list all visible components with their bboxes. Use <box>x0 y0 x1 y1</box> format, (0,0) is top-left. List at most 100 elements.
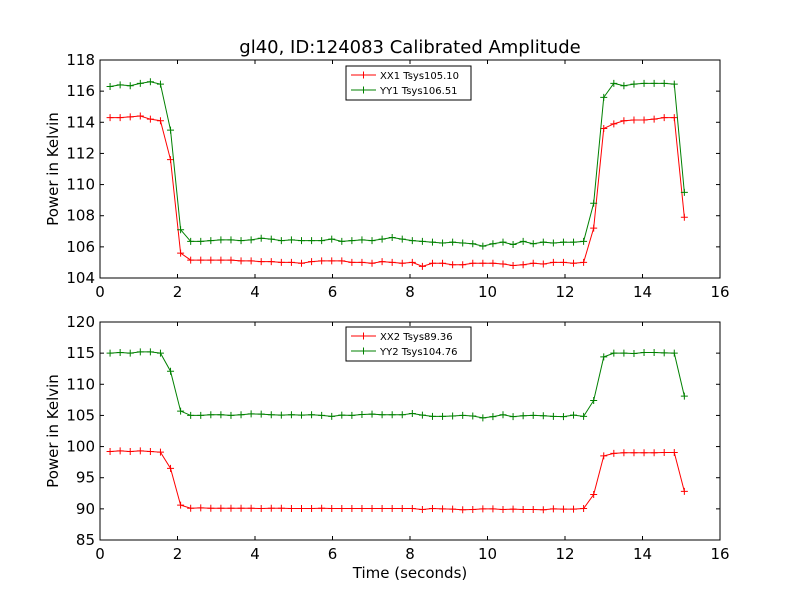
x-tick-label: 14 <box>633 283 652 301</box>
data-point <box>570 505 578 513</box>
data-point <box>298 505 305 513</box>
data-point <box>187 504 195 512</box>
legend-marker <box>360 86 367 94</box>
data-point <box>650 79 658 87</box>
y-tick-label: 100 <box>66 438 95 456</box>
x-tick-label: 16 <box>710 545 729 563</box>
y-axis-label: Power in Kelvin <box>44 374 62 488</box>
data-point <box>207 411 215 419</box>
y-tick-label: 110 <box>66 375 95 393</box>
data-point <box>620 449 628 457</box>
data-point <box>388 411 396 419</box>
data-point <box>378 505 386 513</box>
data-point <box>600 452 608 460</box>
data-point <box>680 487 688 495</box>
data-point <box>519 505 527 513</box>
x-tick-label: 8 <box>405 545 415 563</box>
data-point <box>207 504 215 512</box>
data-point <box>247 504 255 512</box>
data-point <box>328 505 336 513</box>
data-point <box>469 505 477 513</box>
data-point <box>408 505 416 513</box>
series-line-2 <box>110 81 685 247</box>
data-point <box>177 407 185 415</box>
data-point <box>570 411 578 419</box>
data-point <box>549 412 557 420</box>
data-point <box>459 239 467 247</box>
data-point <box>590 396 598 404</box>
x-tick-label: 10 <box>478 283 497 301</box>
data-point <box>519 412 527 420</box>
data-point <box>509 413 517 421</box>
data-point <box>388 258 396 266</box>
data-point <box>499 238 507 246</box>
data-point <box>640 349 648 357</box>
data-point <box>439 239 447 247</box>
data-point <box>620 82 628 90</box>
y-tick-label: 116 <box>66 82 95 100</box>
data-point <box>308 411 316 419</box>
data-point <box>489 413 497 421</box>
legend-box <box>345 326 472 362</box>
data-point <box>146 448 154 456</box>
data-point <box>459 411 467 419</box>
x-tick-label: 6 <box>328 545 338 563</box>
data-point <box>650 115 658 123</box>
data-point <box>680 213 688 221</box>
legend-entry: XX2 Tsys89.36 <box>380 332 453 343</box>
data-point <box>388 505 396 513</box>
data-point <box>519 261 527 269</box>
data-point <box>217 236 225 244</box>
data-point <box>348 411 356 419</box>
data-point <box>167 367 175 375</box>
data-point <box>368 505 376 513</box>
data-point <box>177 226 185 234</box>
chart-title: gl40, ID:124083 Calibrated Amplitude <box>239 37 580 58</box>
data-point <box>590 491 598 499</box>
data-point <box>378 235 386 243</box>
data-point <box>318 504 326 512</box>
data-point <box>156 448 164 456</box>
data-point <box>106 448 114 456</box>
data-point <box>650 349 658 357</box>
data-point <box>126 82 134 90</box>
x-tick-label: 2 <box>173 545 183 563</box>
data-point <box>620 117 628 125</box>
data-point <box>559 413 567 421</box>
data-point <box>156 349 164 357</box>
data-point <box>408 410 416 418</box>
data-point <box>287 258 295 266</box>
data-point <box>600 125 608 133</box>
data-point <box>529 411 537 419</box>
data-point <box>559 505 567 513</box>
data-point <box>106 114 114 122</box>
y-tick-label: 120 <box>66 313 95 331</box>
data-point <box>640 449 648 457</box>
data-point <box>600 93 608 101</box>
data-point <box>378 411 386 419</box>
data-point <box>368 259 376 267</box>
data-point <box>630 349 638 357</box>
x-tick-label: 4 <box>250 545 260 563</box>
data-point <box>328 235 336 243</box>
data-point <box>126 349 134 357</box>
data-point <box>449 412 457 420</box>
series-1-group <box>106 112 688 270</box>
data-point <box>257 410 265 418</box>
data-point <box>187 237 195 245</box>
series-line-2 <box>110 351 685 419</box>
data-point <box>348 237 356 245</box>
data-point <box>439 259 447 267</box>
data-point <box>177 249 185 257</box>
data-point <box>298 237 305 245</box>
data-point <box>680 392 688 400</box>
y-tick-label: 108 <box>66 207 95 225</box>
y-tick-label: 115 <box>66 344 95 362</box>
data-point <box>398 505 406 513</box>
data-point <box>640 116 648 124</box>
data-point <box>459 261 467 269</box>
data-point <box>167 156 175 164</box>
data-point <box>227 236 235 244</box>
y-tick-label: 90 <box>76 500 95 518</box>
